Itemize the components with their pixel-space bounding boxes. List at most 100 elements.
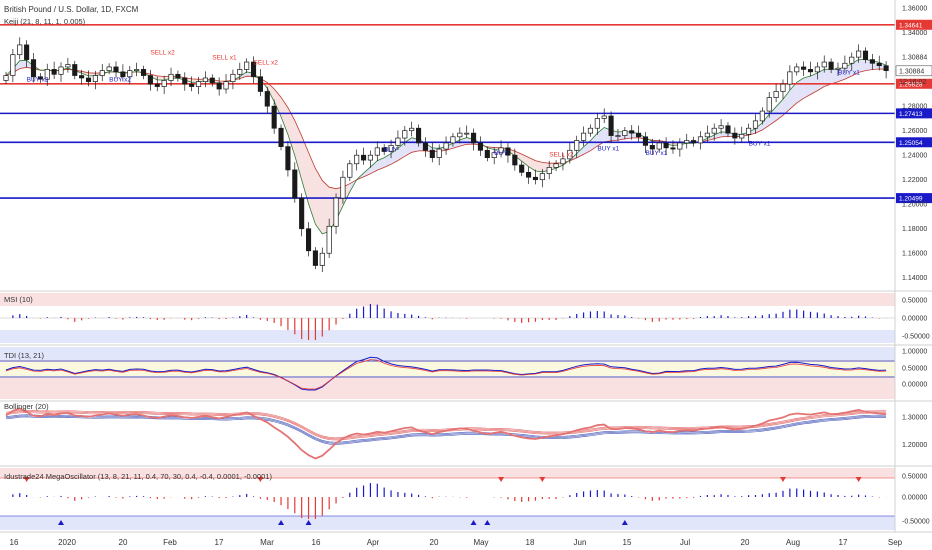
tdi-line-red: [5, 359, 887, 390]
candle-body: [656, 142, 662, 150]
candle-body: [37, 76, 43, 80]
candle-body: [629, 130, 635, 134]
ma-ribbon-segment: [88, 72, 96, 76]
time-tick-label: 2020: [58, 538, 76, 547]
osc-sell-arrow: [855, 477, 862, 482]
candle-body: [801, 66, 807, 70]
candle-body: [257, 76, 263, 92]
candle-body: [182, 77, 188, 85]
level-tag-label-1: 1.29828: [899, 81, 923, 88]
pane-band: [0, 347, 895, 360]
pane-band: [0, 516, 895, 530]
tdi-tick-label: 0.50000: [902, 366, 927, 373]
candle-body: [732, 132, 738, 139]
signal-label: BUY x1: [597, 145, 619, 152]
price-tick-label: 1.30884: [902, 55, 927, 62]
candle-body: [347, 163, 353, 178]
candle-body: [361, 154, 367, 161]
candle-body: [230, 73, 236, 83]
ma-ribbon-segment: [274, 88, 282, 117]
candle-body: [429, 149, 435, 158]
price-tick-label: 1.26000: [902, 128, 927, 135]
osc-tick-label: -0.50000: [902, 519, 930, 526]
candle-body: [519, 164, 525, 173]
osc-tick-label: 0.50000: [902, 474, 927, 481]
price-tick-label: 1.36000: [902, 6, 927, 13]
price-tick-label: 1.24000: [902, 153, 927, 160]
candle-body: [587, 127, 594, 134]
candle-body: [422, 142, 428, 151]
ma-ribbon-segment: [769, 106, 777, 126]
candle-body: [333, 197, 339, 227]
candle-body: [807, 69, 814, 73]
candle-body: [195, 81, 202, 87]
candle-body: [209, 77, 215, 84]
candle-body: [691, 140, 697, 144]
candle-body: [161, 80, 167, 87]
candle-body: [450, 136, 456, 144]
price-tick-label: 1.14000: [902, 275, 927, 282]
bollinger-tick-label: 1.30000: [902, 414, 927, 421]
candle-body: [581, 132, 587, 141]
candle-body: [168, 73, 174, 81]
candle-body: [79, 75, 85, 79]
candle-body: [292, 169, 298, 199]
candle-body: [567, 149, 573, 160]
candle-body: [299, 197, 305, 230]
candle-body: [821, 61, 827, 68]
candle-body: [44, 69, 50, 80]
osc-sell-arrow: [23, 477, 30, 482]
ma-ribbon-segment: [776, 99, 783, 121]
candle-body: [30, 59, 37, 78]
pane-band: [0, 378, 895, 399]
candle-body: [402, 130, 408, 139]
time-tick-label: Jun: [574, 538, 587, 547]
ma-ribbon-segment: [851, 59, 859, 76]
candle-body: [725, 125, 731, 134]
candle-body: [642, 136, 649, 146]
level-tag-0: [896, 19, 932, 30]
ma-ribbon-segment: [157, 75, 165, 81]
candle-body: [223, 81, 229, 90]
candle-body: [436, 148, 442, 158]
pane-band: [0, 468, 895, 478]
candle-body: [278, 127, 284, 147]
candle-body: [787, 71, 793, 85]
ma-ribbon-segment: [308, 152, 316, 225]
ma-ribbon-segment: [287, 107, 295, 156]
candle-body: [367, 154, 373, 161]
main-price-pane: 1.34641 1.29828 1.27413 1.25054 1.20499 1.360…: [0, 6, 932, 282]
candle-body: [51, 69, 57, 75]
candle-body: [766, 97, 772, 112]
signal-label: BUY x2: [109, 77, 131, 84]
msi-tick-label: -0.50000: [902, 334, 930, 341]
candle-body: [711, 127, 717, 134]
candle-body: [416, 127, 422, 144]
candle-body: [862, 50, 869, 60]
candle-body: [92, 75, 98, 83]
candle-body: [876, 62, 882, 67]
level-tag-2: [896, 108, 932, 119]
candle-body: [498, 147, 504, 154]
candle-body: [718, 125, 724, 129]
time-tick-label: 16: [312, 538, 321, 547]
candle-body: [374, 147, 380, 156]
tdi-tick-label: 0.00000: [902, 382, 927, 389]
price-tick-label: 1.22000: [902, 177, 927, 184]
candle-body: [746, 127, 752, 135]
ma-ribbon-segment: [535, 160, 543, 172]
current-price-tag: [895, 65, 932, 77]
candle-body: [17, 44, 23, 56]
level-tag-label-3: 1.25054: [899, 140, 923, 147]
pane-band: [0, 478, 895, 516]
candle-body: [546, 167, 552, 174]
candle-body: [883, 65, 889, 71]
candle-body: [842, 62, 848, 69]
ma-ribbon-segment: [377, 157, 385, 171]
time-tick-label: Mar: [260, 538, 274, 547]
signal-label: SELL x2: [150, 50, 175, 57]
ma-ribbon-segment: [370, 160, 378, 174]
bollinger-indicator-label: Bollinger (20): [4, 402, 49, 411]
candle-body: [553, 163, 559, 168]
